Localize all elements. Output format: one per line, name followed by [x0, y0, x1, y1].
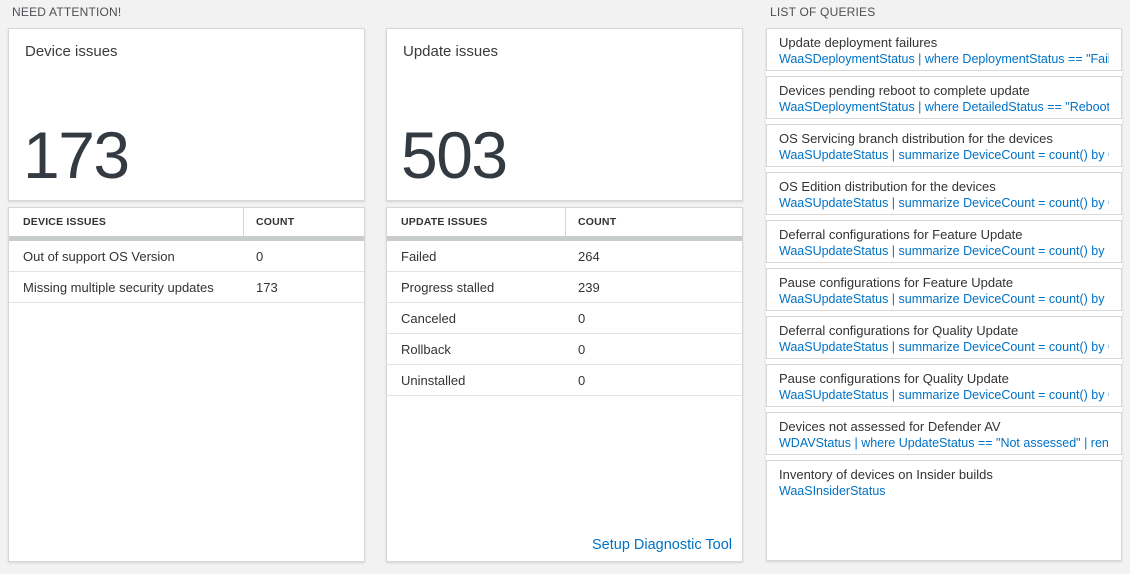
query-text: WaaSDeploymentStatus | where DeploymentS…	[779, 52, 1109, 66]
query-item[interactable]: Deferral configurations for Quality Upda…	[766, 316, 1122, 359]
query-title: Deferral configurations for Quality Upda…	[779, 323, 1019, 338]
update-issues-table-body: Failed 264 Progress stalled 239 Canceled…	[387, 241, 742, 396]
table-row[interactable]: Out of support OS Version 0	[9, 241, 364, 272]
table-row[interactable]: Progress stalled 239	[387, 272, 742, 303]
query-text: WaaSInsiderStatus	[779, 484, 886, 498]
query-text: WaaSDeploymentStatus | where DetailedSta…	[779, 100, 1109, 114]
query-title: Devices not assessed for Defender AV	[779, 419, 1001, 434]
device-issues-tile-title: Device issues	[25, 43, 118, 60]
update-issues-header-cell: UPDATE ISSUES	[387, 208, 566, 236]
query-title: Inventory of devices on Insider builds	[779, 467, 993, 482]
table-row[interactable]: Missing multiple security updates 173	[9, 272, 364, 303]
issue-label: Missing multiple security updates	[23, 279, 214, 295]
issue-count: 0	[256, 248, 264, 264]
table-row[interactable]: Failed 264	[387, 241, 742, 272]
issue-count: 239	[578, 279, 600, 295]
issue-count: 0	[578, 310, 586, 326]
issue-label: Canceled	[401, 310, 456, 326]
query-text: WaaSUpdateStatus | summarize DeviceCount…	[779, 196, 1109, 210]
query-title: Update deployment failures	[779, 35, 938, 50]
table-row[interactable]: Rollback 0	[387, 334, 742, 365]
update-issues-tile[interactable]: Update issues 503	[386, 28, 743, 201]
issue-count: 173	[256, 279, 278, 295]
issue-label: Rollback	[401, 341, 451, 357]
query-text: WaaSUpdateStatus | summarize DeviceCount…	[779, 388, 1109, 402]
issue-label: Failed	[401, 248, 437, 264]
device-issues-table-header: DEVICE ISSUES COUNT	[9, 208, 364, 241]
query-title: Devices pending reboot to complete updat…	[779, 83, 1030, 98]
issue-count: 0	[578, 341, 586, 357]
update-issues-tile-title: Update issues	[403, 43, 499, 60]
device-issues-tile[interactable]: Device issues 173	[8, 28, 365, 201]
device-issues-table-body: Out of support OS Version 0 Missing mult…	[9, 241, 364, 303]
query-text: WaaSUpdateStatus | summarize DeviceCount…	[779, 148, 1109, 162]
query-text: WaaSUpdateStatus | summarize DeviceCount…	[779, 292, 1109, 306]
issue-label: Uninstalled	[401, 372, 466, 388]
query-title: OS Edition distribution for the devices	[779, 179, 996, 194]
issue-label: Out of support OS Version	[23, 248, 175, 264]
count-header-cell: COUNT	[578, 216, 617, 228]
query-item[interactable]: OS Servicing branch distribution for the…	[766, 124, 1122, 167]
count-header-cell: COUNT	[256, 216, 295, 228]
table-row[interactable]: Canceled 0	[387, 303, 742, 334]
query-item[interactable]: Devices not assessed for Defender AV WDA…	[766, 412, 1122, 455]
query-item[interactable]: Update deployment failures WaaSDeploymen…	[766, 28, 1122, 71]
query-item[interactable]: Deferral configurations for Feature Upda…	[766, 220, 1122, 263]
issue-count: 264	[578, 248, 600, 264]
setup-diagnostic-tool-link[interactable]: Setup Diagnostic Tool	[592, 537, 732, 553]
query-item[interactable]: Inventory of devices on Insider builds W…	[766, 460, 1122, 561]
update-issues-table-header: UPDATE ISSUES COUNT	[387, 208, 742, 241]
device-issues-table: DEVICE ISSUES COUNT Out of support OS Ve…	[8, 207, 365, 562]
device-issues-header-cell: DEVICE ISSUES	[9, 208, 244, 236]
update-issues-count: 503	[401, 118, 508, 192]
update-issues-column: Update issues 503 UPDATE ISSUES COUNT Fa…	[386, 28, 743, 562]
query-title: Pause configurations for Feature Update	[779, 275, 1014, 290]
query-text: WDAVStatus | where UpdateStatus == "Not …	[779, 436, 1109, 450]
query-item[interactable]: Pause configurations for Feature Update …	[766, 268, 1122, 311]
device-issues-column: Device issues 173 DEVICE ISSUES COUNT Ou…	[8, 28, 365, 562]
issue-label: Progress stalled	[401, 279, 495, 295]
table-row[interactable]: Uninstalled 0	[387, 365, 742, 396]
query-title: Pause configurations for Quality Update	[779, 371, 1009, 386]
issue-count: 0	[578, 372, 586, 388]
section-title-need-attention: NEED ATTENTION!	[12, 5, 122, 19]
query-item[interactable]: OS Edition distribution for the devices …	[766, 172, 1122, 215]
query-item[interactable]: Devices pending reboot to complete updat…	[766, 76, 1122, 119]
query-text: WaaSUpdateStatus | summarize DeviceCount…	[779, 340, 1109, 354]
update-issues-table: UPDATE ISSUES COUNT Failed 264 Progress …	[386, 207, 743, 562]
query-title: Deferral configurations for Feature Upda…	[779, 227, 1023, 242]
section-title-list-of-queries: LIST OF QUERIES	[770, 5, 876, 19]
query-text: WaaSUpdateStatus | summarize DeviceCount…	[779, 244, 1109, 258]
query-item[interactable]: Pause configurations for Quality Update …	[766, 364, 1122, 407]
query-title: OS Servicing branch distribution for the…	[779, 131, 1053, 146]
device-issues-count: 173	[23, 118, 130, 192]
list-of-queries-panel: Update deployment failures WaaSDeploymen…	[766, 28, 1122, 561]
